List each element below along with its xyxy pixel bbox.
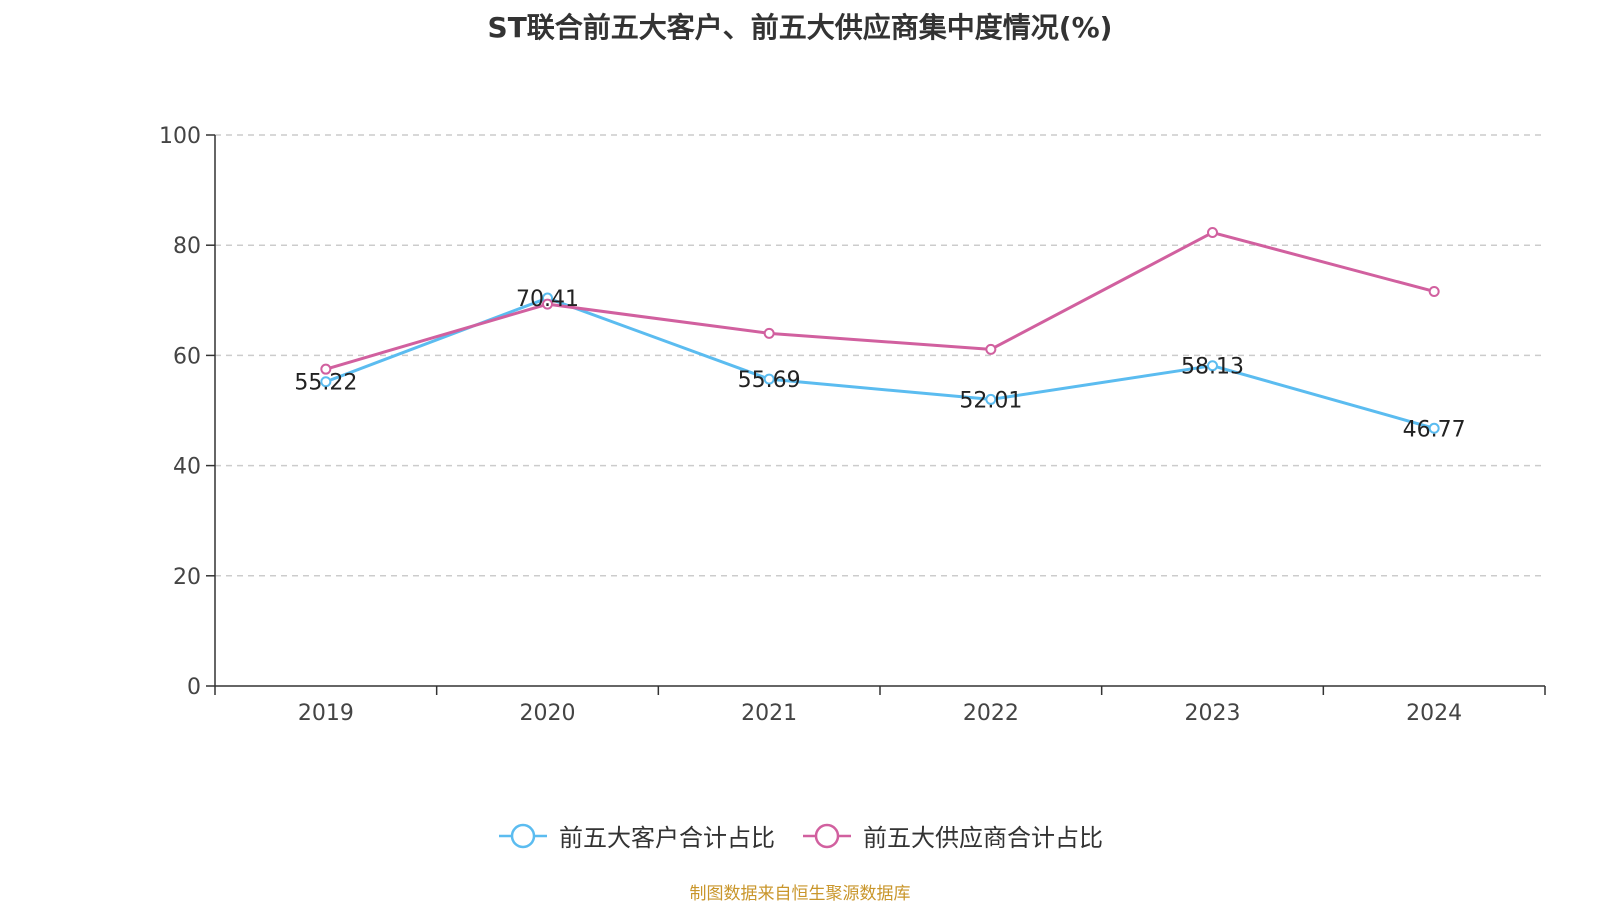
- legend-label-customers: 前五大客户合计占比: [559, 824, 775, 852]
- y-tick-label: 40: [173, 455, 201, 480]
- data-point-0-2023: [1207, 360, 1218, 372]
- data-label-2024: 46.77: [1403, 417, 1466, 442]
- line-chart: 0 20 40 60 80 100 2019 2020 2021 2022 2023 2024 55.2…: [159, 124, 1546, 726]
- legend: 前五大客户合计占比 前五大供应商合计占比: [0, 818, 1600, 853]
- x-tick-label-2024: 2024: [1406, 701, 1462, 726]
- y-tick-label: 20: [173, 565, 201, 590]
- data-label-2020: 70.41: [516, 287, 579, 312]
- x-tick-label-2021: 2021: [741, 701, 797, 726]
- data-point-1-2021: [763, 327, 775, 339]
- legend-item-suppliers[interactable]: 前五大供应商合计占比: [801, 818, 1103, 853]
- legend-marker-suppliers-icon: [803, 823, 851, 848]
- data-point-1-2019: [320, 363, 332, 375]
- y-tick-label: 0: [187, 675, 201, 700]
- legend-marker-customers-icon: [499, 823, 547, 848]
- data-label-2021: 55.69: [738, 368, 801, 393]
- data-point-1-2020: [542, 298, 553, 310]
- x-tick-label-2019: 2019: [298, 701, 354, 726]
- data-point-0-2019: [320, 376, 332, 388]
- data-label-2019: 55.22: [294, 371, 357, 396]
- legend-label-suppliers: 前五大供应商合计占比: [863, 824, 1103, 852]
- series-line-0: [325, 296, 1435, 430]
- data-label-2022: 52.01: [959, 388, 1022, 413]
- x-tick-label-2022: 2022: [963, 701, 1019, 726]
- data-point-0-2024: [1428, 422, 1440, 434]
- series-line-1: [325, 231, 1435, 371]
- data-point-1-2023: [1207, 227, 1218, 239]
- data-label-2023: 58.13: [1181, 355, 1244, 380]
- x-tick-label-2023: 2023: [1185, 701, 1241, 726]
- x-tick-label-2020: 2020: [520, 701, 576, 726]
- y-tick-label: 80: [173, 234, 201, 259]
- y-tick-label: 60: [173, 344, 201, 369]
- data-point-1-2024: [1428, 285, 1440, 297]
- data-point-0-2021: [763, 373, 775, 385]
- y-tick-label: 100: [159, 124, 201, 149]
- legend-item-customers[interactable]: 前五大客户合计占比: [497, 818, 775, 853]
- data-point-1-2022: [985, 343, 997, 355]
- chart-title: ST联合前五大客户、前五大供应商集中度情况(%): [487, 11, 1113, 44]
- source-note: 制图数据来自恒生聚源数据库: [689, 884, 911, 904]
- data-point-0-2022: [985, 393, 997, 405]
